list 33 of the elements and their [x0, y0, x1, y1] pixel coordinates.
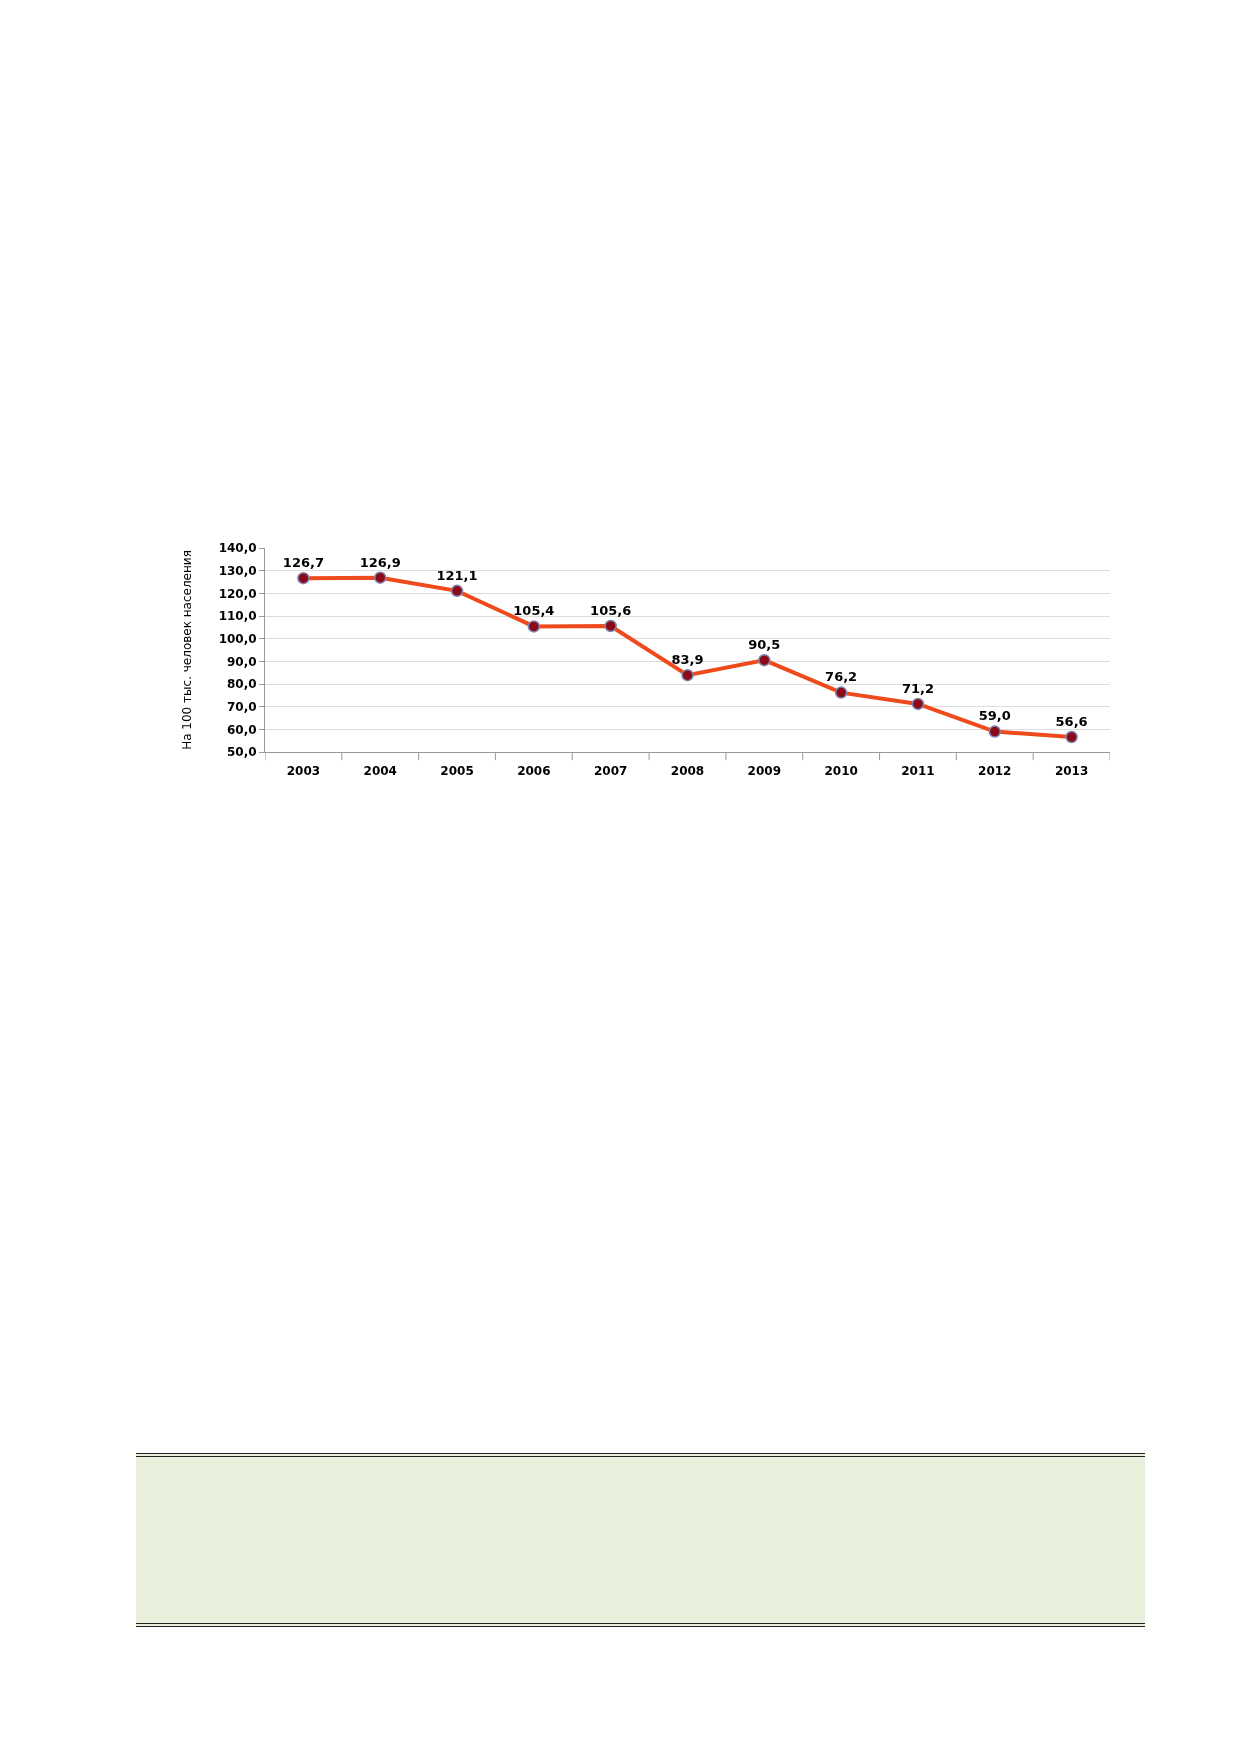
data-label: 121,1 [436, 567, 478, 583]
x-tick-label: 2008 [670, 764, 705, 779]
y-tick-label: 120,0 [218, 586, 257, 601]
data-label: 105,4 [513, 603, 555, 619]
data-label: 105,6 [590, 602, 632, 618]
x-tick-label: 2011 [901, 764, 935, 779]
y-tick-label: 70,0 [226, 699, 257, 714]
y-axis-title: На 100 тыс. человек населения [179, 550, 194, 750]
data-label: 56,6 [1055, 713, 1088, 729]
data-label: 76,2 [825, 669, 858, 685]
data-label: 71,2 [901, 680, 934, 696]
x-tick-label: 2004 [363, 764, 397, 779]
data-label: 90,5 [748, 637, 781, 653]
y-tick-label: 90,0 [226, 654, 257, 669]
x-tick-label: 2003 [286, 764, 321, 779]
x-tick-label: 2013 [1054, 764, 1089, 779]
y-tick-label: 100,0 [218, 631, 257, 646]
x-tick-label: 2012 [978, 764, 1012, 779]
x-tick-label: 2009 [747, 764, 782, 779]
y-tick-label: 80,0 [226, 677, 257, 692]
y-tick-label: 60,0 [226, 722, 257, 737]
y-tick-label: 110,0 [218, 609, 257, 624]
x-tick-label: 2006 [517, 764, 551, 779]
y-tick-label: 50,0 [226, 745, 257, 760]
data-label: 59,0 [978, 708, 1011, 724]
x-tick-label: 2005 [440, 764, 474, 779]
x-tick-label: 2010 [824, 764, 858, 779]
y-tick-label: 130,0 [218, 563, 257, 578]
x-tick-label: 2007 [593, 764, 628, 779]
y-tick-label: 140,0 [218, 541, 257, 556]
data-label: 126,9 [359, 554, 401, 570]
data-label: 83,9 [671, 652, 704, 668]
data-label: 126,7 [282, 555, 324, 571]
